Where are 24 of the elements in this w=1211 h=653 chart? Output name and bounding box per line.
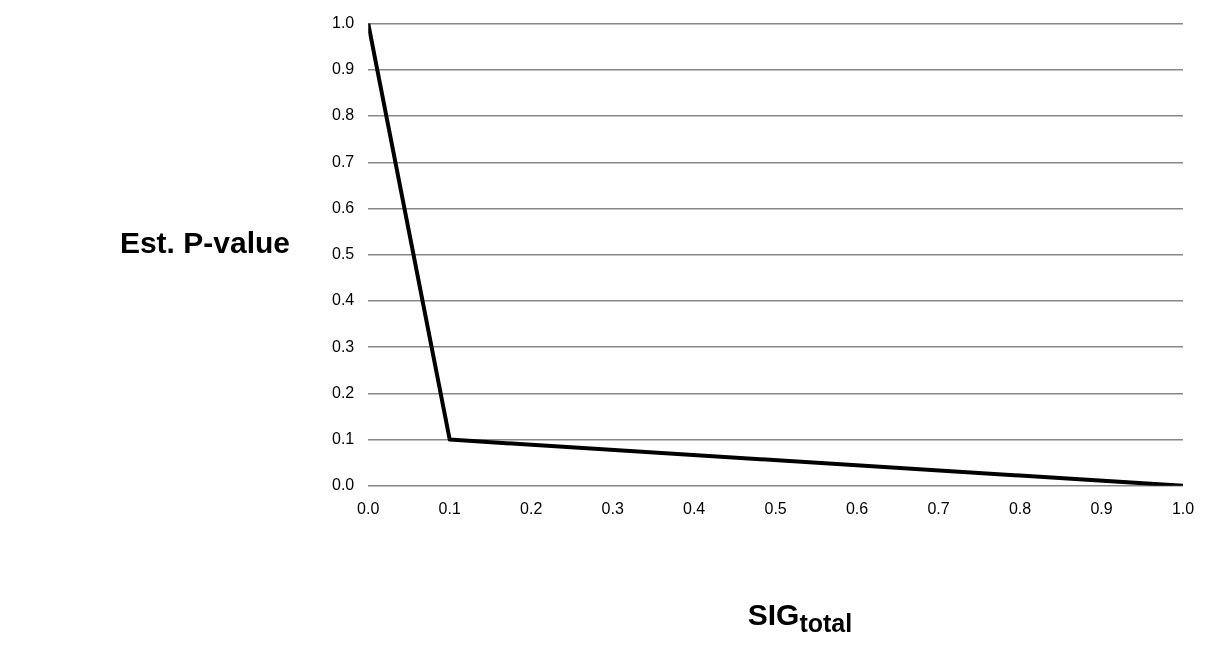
x-tick-label: 0.6	[845, 499, 869, 517]
y-tick-label: 0.7	[331, 152, 355, 170]
y-tick-label: 1.0	[331, 14, 355, 32]
x-tick-label: 0.7	[927, 499, 950, 517]
x-tick-label: 0.4	[683, 499, 706, 517]
x-tick-label: 1.0	[1171, 499, 1195, 517]
y-tick-label: 0.3	[331, 337, 355, 355]
x-axis-title: SIG$_{total}$	[746, 598, 854, 638]
x-tick-label: 0.0	[357, 499, 380, 517]
x-tick-label: 0.5	[764, 499, 787, 517]
x-tick-label: 0.1	[438, 499, 461, 517]
y-tick-label: 0.5	[331, 245, 355, 263]
x-tick-label: 0.2	[520, 499, 543, 517]
y-tick-label: 0.6	[331, 198, 355, 216]
x-tick-label: 0.3	[601, 499, 624, 517]
x-tick-label: 0.8	[1008, 499, 1032, 517]
y-tick-label: 0.2	[331, 383, 355, 401]
y-tick-label: 0.4	[331, 291, 355, 309]
x-tick-label: 0.9	[1090, 499, 1113, 517]
y-tick-label: 0.0	[331, 476, 355, 494]
y-axis-title: Est. P-value	[118, 226, 290, 260]
y-tick-label: 0.9	[331, 60, 355, 78]
y-tick-label: 0.8	[331, 106, 355, 124]
y-tick-label: 0.1	[331, 429, 355, 447]
